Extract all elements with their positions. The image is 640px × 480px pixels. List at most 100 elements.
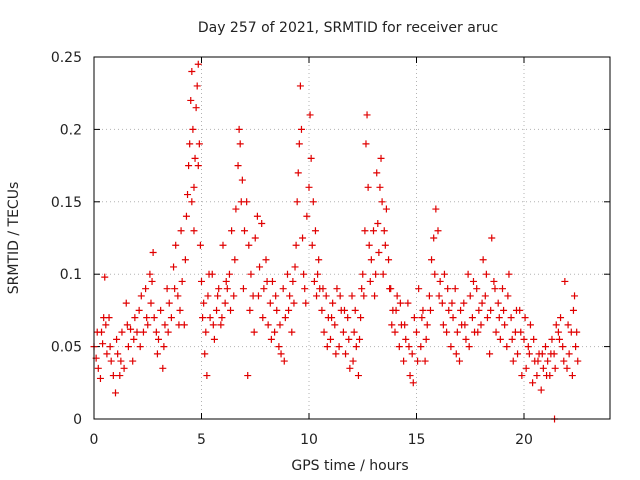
data-point: [93, 328, 101, 336]
data-point: [563, 364, 571, 372]
data-point: [129, 357, 137, 365]
data-point: [114, 350, 122, 358]
data-point: [475, 306, 483, 314]
data-point: [504, 292, 512, 300]
data-point: [410, 314, 418, 322]
data-point: [260, 285, 268, 293]
y-tick-label: 0.15: [51, 195, 82, 211]
data-point: [530, 335, 538, 343]
data-point: [296, 82, 304, 90]
data-point: [402, 335, 410, 343]
data-point: [164, 328, 172, 336]
data-point: [499, 285, 506, 293]
data-point: [101, 273, 109, 281]
data-point: [406, 372, 414, 380]
data-point: [277, 350, 285, 358]
data-point: [112, 389, 119, 397]
data-point: [375, 248, 383, 256]
data-point: [239, 285, 247, 293]
data-point: [400, 357, 408, 365]
data-point: [259, 314, 267, 322]
data-point: [422, 335, 430, 343]
data-point: [409, 379, 417, 387]
data-point: [363, 111, 371, 119]
data-point: [318, 306, 326, 314]
data-point: [408, 350, 416, 358]
data-point: [465, 343, 473, 351]
data-point: [378, 198, 386, 206]
data-point: [177, 227, 185, 235]
data-point: [227, 306, 235, 314]
data-point: [209, 321, 217, 329]
data-point: [213, 306, 221, 314]
data-point: [161, 321, 169, 329]
data-point: [479, 256, 487, 264]
data-point: [358, 285, 366, 293]
data-point: [118, 328, 126, 336]
data-point: [271, 328, 279, 336]
data-point: [193, 82, 201, 90]
data-point: [529, 379, 537, 387]
data-point: [251, 234, 259, 242]
data-point: [137, 292, 145, 300]
data-point: [564, 321, 572, 329]
data-point: [382, 205, 390, 213]
data-point: [367, 256, 375, 264]
data-point: [109, 372, 117, 380]
plot-frame: [93, 56, 611, 420]
data-point: [344, 314, 352, 322]
data-point: [356, 335, 364, 343]
data-point: [292, 241, 300, 249]
data-point: [490, 277, 498, 285]
data-point: [190, 227, 198, 235]
data-point: [448, 299, 456, 307]
data-point: [460, 299, 468, 307]
data-point: [357, 314, 365, 322]
data-point: [175, 321, 183, 329]
data-point: [241, 227, 248, 235]
data-point: [414, 357, 422, 365]
data-point: [386, 285, 394, 293]
data-point: [381, 241, 389, 249]
data-point: [492, 328, 500, 336]
data-point: [351, 306, 359, 314]
data-point: [153, 350, 161, 358]
data-point: [487, 306, 495, 314]
data-point: [391, 328, 399, 336]
data-point: [234, 162, 242, 170]
data-point: [457, 306, 465, 314]
data-point: [419, 306, 427, 314]
data-point: [425, 292, 433, 300]
data-point: [198, 277, 205, 285]
data-point: [349, 357, 357, 365]
data-point: [505, 270, 513, 278]
data-point: [327, 335, 334, 343]
data-point: [191, 154, 199, 162]
data-point: [144, 321, 152, 329]
data-point: [449, 314, 457, 322]
data-point: [99, 340, 107, 348]
data-point: [401, 321, 409, 329]
data-point: [428, 256, 436, 264]
data-point: [439, 321, 447, 329]
data-point: [440, 270, 448, 278]
data-point: [146, 270, 154, 278]
data-point: [250, 328, 258, 336]
data-point: [544, 357, 552, 365]
data-point: [481, 292, 489, 300]
data-point: [195, 140, 203, 148]
data-point: [501, 321, 509, 329]
data-point: [404, 299, 412, 307]
data-point: [178, 277, 186, 285]
data-point: [289, 277, 297, 285]
data-point: [362, 140, 370, 148]
data-point: [210, 335, 218, 343]
data-point: [509, 357, 517, 365]
data-point: [136, 343, 144, 351]
data-point: [371, 292, 379, 300]
data-point: [199, 314, 207, 322]
data-point: [522, 364, 530, 372]
data-point: [222, 277, 230, 285]
data-point: [348, 292, 356, 300]
